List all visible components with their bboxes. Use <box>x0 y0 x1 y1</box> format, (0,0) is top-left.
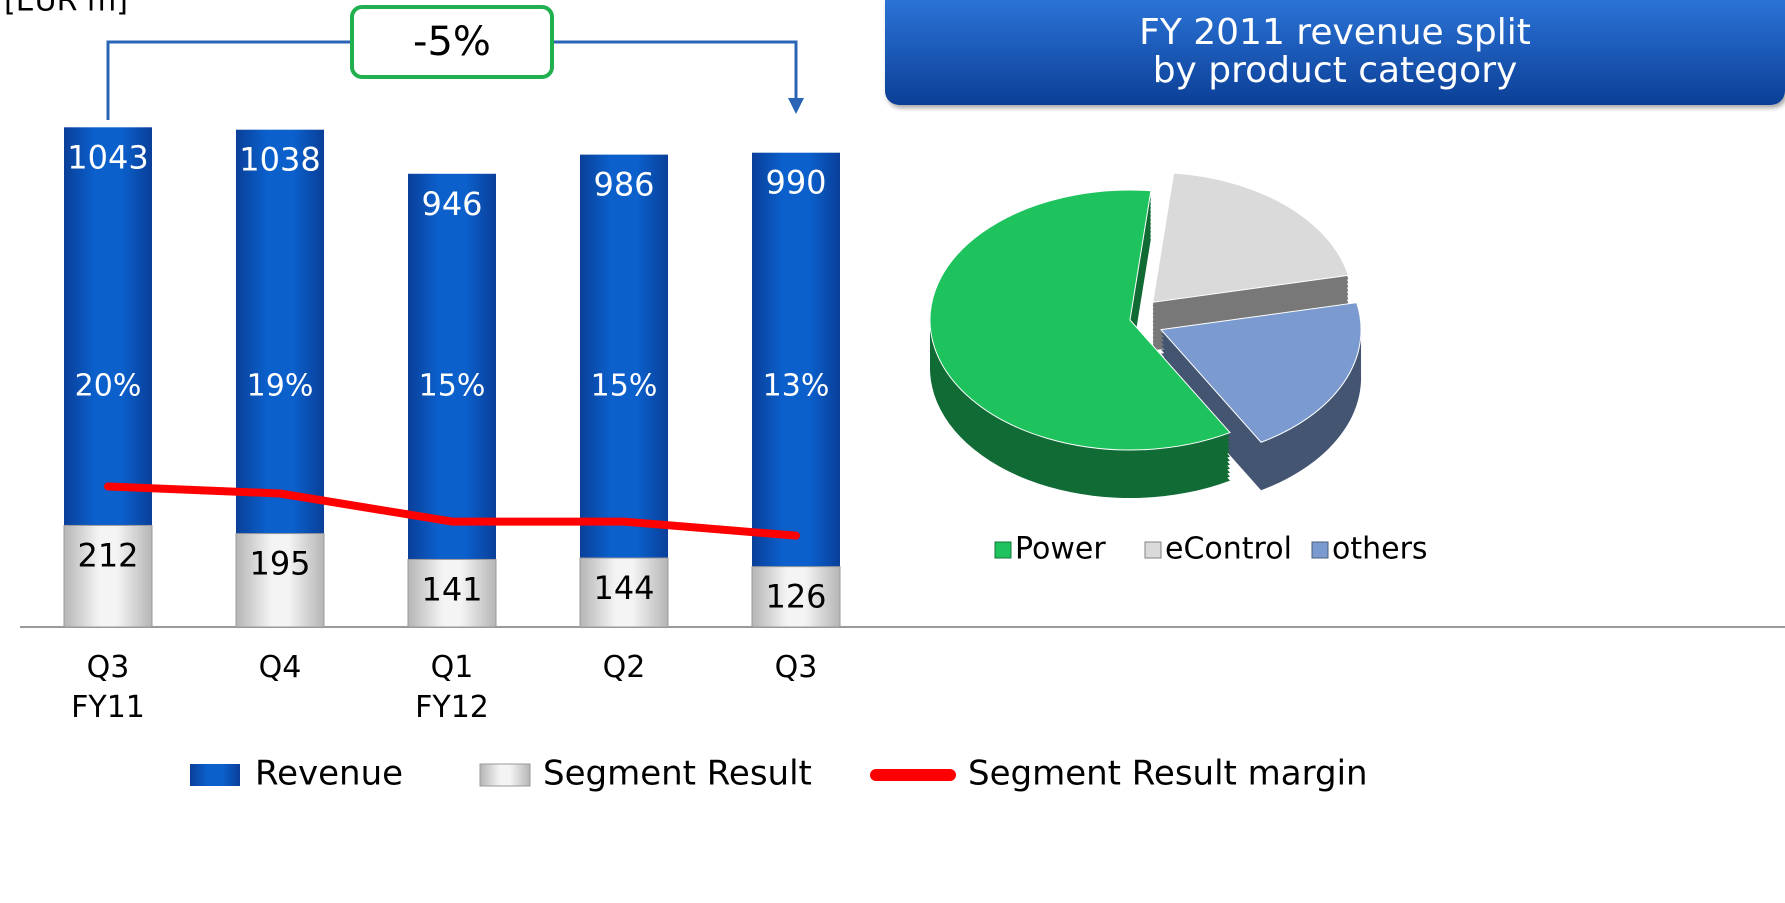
legend-swatch <box>994 541 1012 559</box>
bar <box>580 154 668 627</box>
legend-label: others <box>1332 532 1428 567</box>
legend-label: Power <box>1015 532 1106 567</box>
bar-value-label: 126 <box>765 578 826 616</box>
legend-swatch <box>479 763 531 787</box>
legend-swatch <box>1311 541 1329 559</box>
bar <box>235 533 325 628</box>
bar-value-label: 141 <box>421 570 482 608</box>
pie-slice <box>1152 172 1350 303</box>
arrow-head <box>788 98 804 114</box>
pie-slice <box>929 189 1231 451</box>
margin-label: 19% <box>247 369 314 404</box>
x-tick-label: Q1 FY12 <box>415 650 489 725</box>
bar-value-label: 990 <box>765 164 826 202</box>
bar-value-label: 946 <box>421 185 482 223</box>
change-box <box>350 5 554 79</box>
pie-title: FY 2011 revenue split by product categor… <box>885 0 1785 105</box>
legend-label: Segment Result <box>543 754 812 794</box>
change-annotation: -5% <box>413 19 491 65</box>
legend-swatch <box>190 764 240 786</box>
bar-value-label: 195 <box>249 545 310 583</box>
margin-line <box>104 482 800 540</box>
bar-value-label: 986 <box>593 166 654 204</box>
legend-label: Segment Result margin <box>968 754 1368 794</box>
bar <box>752 152 840 627</box>
bar <box>751 566 841 628</box>
x-tick-label: Q2 <box>602 650 646 685</box>
legend-label: eControl <box>1165 532 1292 567</box>
legend-label: Revenue <box>255 754 403 794</box>
bar <box>408 173 496 627</box>
x-tick-label: Q4 <box>258 650 302 685</box>
bar <box>407 558 497 628</box>
pie-slice <box>1160 302 1362 443</box>
legend-swatch <box>1144 541 1162 559</box>
margin-label: 13% <box>763 369 830 404</box>
bar-value-label: 212 <box>77 536 138 574</box>
x-tick-label: Q3 FY11 <box>71 650 145 725</box>
unit-label: [EUR m] <box>4 0 128 19</box>
bar <box>579 557 669 628</box>
bar-value-label: 1038 <box>239 141 320 179</box>
bar-value-label: 144 <box>593 569 654 607</box>
bar-value-label: 1043 <box>67 138 148 176</box>
x-tick-label: Q3 <box>774 650 818 685</box>
margin-label: 20% <box>75 369 142 404</box>
margin-label: 15% <box>591 369 658 404</box>
bar <box>63 524 153 628</box>
margin-label: 15% <box>419 369 486 404</box>
